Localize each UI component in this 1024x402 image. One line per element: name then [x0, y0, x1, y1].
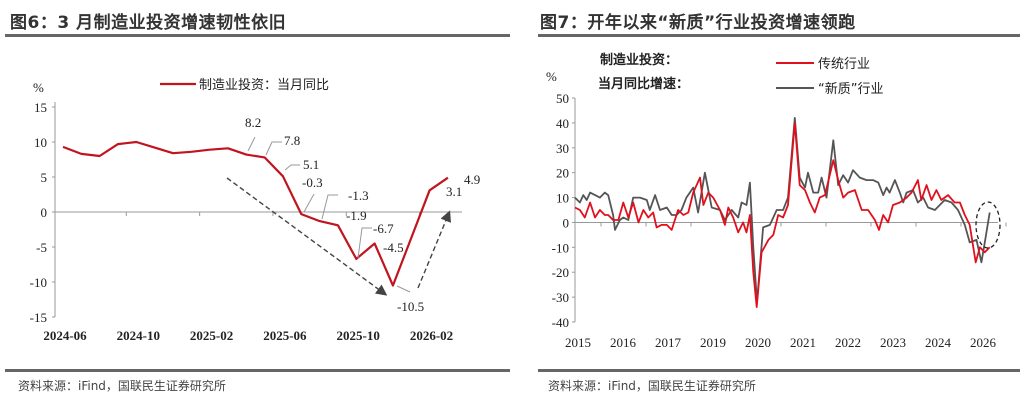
- left-x-tick-label: 2025-10: [337, 328, 380, 343]
- right-y-tick-label: 0: [563, 215, 570, 230]
- left-y-tick-label: 15: [34, 100, 47, 115]
- left-annotation-label: -10.5: [397, 299, 424, 314]
- left-annotation-label: -6.7: [373, 221, 394, 236]
- left-source-note: 资料来源：iFind，国联民生证券研究所: [18, 379, 226, 393]
- right-x-tick-label: 2017: [655, 335, 682, 350]
- left-annotation-label: -0.3: [302, 175, 323, 190]
- right-x-tick-label: 2019: [700, 335, 726, 350]
- left-y-tick-label: 5: [41, 170, 48, 185]
- left-source-divider: [5, 369, 510, 372]
- right-y-tick-label: -10: [552, 240, 569, 255]
- left-annotation-label: -1.3: [348, 188, 369, 203]
- right-title-divider: [538, 34, 1020, 37]
- right-y-unit: %: [546, 69, 557, 84]
- right-y-tick-label: -20: [552, 265, 569, 280]
- right-source-divider: [538, 369, 1020, 372]
- right-legend-traditional-label: 传统行业: [818, 57, 870, 72]
- left-y-tick-label: -5: [36, 240, 47, 255]
- right-y-tick-label: 30: [556, 141, 569, 156]
- right-source-note: 资料来源：iFind，国联民生证券研究所: [548, 379, 756, 393]
- left-annotation-label: 8.2: [245, 115, 261, 130]
- right-x-tick-label: 2023: [880, 335, 906, 350]
- right-legend-title-line1: 制造业投资：: [600, 52, 678, 68]
- left-annotation-label: 3.1: [446, 184, 462, 199]
- left-annotation-label: -4.5: [383, 240, 404, 255]
- left-y-tick-label: -10: [30, 275, 47, 290]
- right-y-tick-label: -40: [552, 315, 569, 330]
- left-uptrend-arrow: [417, 210, 451, 289]
- left-annotation-label: 5.1: [303, 157, 319, 172]
- left-annotation-label: -1.9: [346, 208, 367, 223]
- right-x-tick-label: 2016: [610, 335, 637, 350]
- left-annotation-leader: [396, 285, 411, 293]
- right-y-tick-label: 20: [556, 166, 569, 181]
- right-x-tick-label: 2024: [925, 335, 952, 350]
- right-y-tick-label: 40: [556, 116, 569, 131]
- right-y-tick-label: -30: [552, 290, 569, 305]
- right-x-tick-label: 2020: [745, 335, 771, 350]
- left-series-line: [62, 140, 449, 287]
- left-annotation-leader: [284, 164, 300, 171]
- left-x-tick-label: 2025-02: [190, 328, 233, 343]
- right-y-tick-label: 10: [556, 191, 569, 206]
- left-annotation-leader: [247, 136, 256, 152]
- left-annotation-leader: [303, 193, 315, 213]
- left-annotation-leader: [321, 194, 338, 220]
- left-annotation-label: 4.9: [464, 172, 480, 187]
- left-downtrend-arrow: [226, 177, 388, 296]
- left-y-unit: %: [33, 80, 44, 95]
- right-highlight-ellipse: [975, 201, 1001, 249]
- left-annotation-label: 7.8: [284, 133, 300, 148]
- left-y-tick-label: 0: [41, 205, 48, 220]
- left-chart-title: 图6：3 月制造业投资增速韧性依旧: [10, 13, 287, 33]
- right-legend-title-line2: 当月同比增速：: [598, 76, 689, 92]
- left-legend-label: 制造业投资：当月同比: [199, 77, 329, 93]
- right-x-tick-label: 2022: [835, 335, 861, 350]
- right-series-traditional-line: [574, 122, 991, 308]
- left-x-tick-label: 2024-06: [43, 328, 87, 343]
- left-y-tick-label: -15: [30, 310, 47, 325]
- right-legend-new-quality-label: “新质”行业: [818, 81, 883, 97]
- right-series-new-quality-line: [574, 117, 991, 303]
- left-x-tick-label: 2024-10: [117, 328, 160, 343]
- right-y-tick-label: 50: [556, 91, 569, 106]
- left-annotation-leader: [357, 227, 372, 259]
- right-chart-title: 图7：开年以来“新质”行业投资增速领跑: [540, 13, 856, 33]
- right-x-tick-label: 2026: [970, 335, 997, 350]
- left-title-divider: [5, 34, 510, 37]
- left-x-tick-label: 2025-06: [263, 328, 307, 343]
- left-x-tick-label: 2026-02: [410, 328, 453, 343]
- right-x-tick-label: 2021: [790, 335, 816, 350]
- left-annotation-leader: [265, 141, 282, 156]
- right-x-tick-label: 2015: [565, 335, 591, 350]
- left-y-tick-label: 10: [34, 135, 47, 150]
